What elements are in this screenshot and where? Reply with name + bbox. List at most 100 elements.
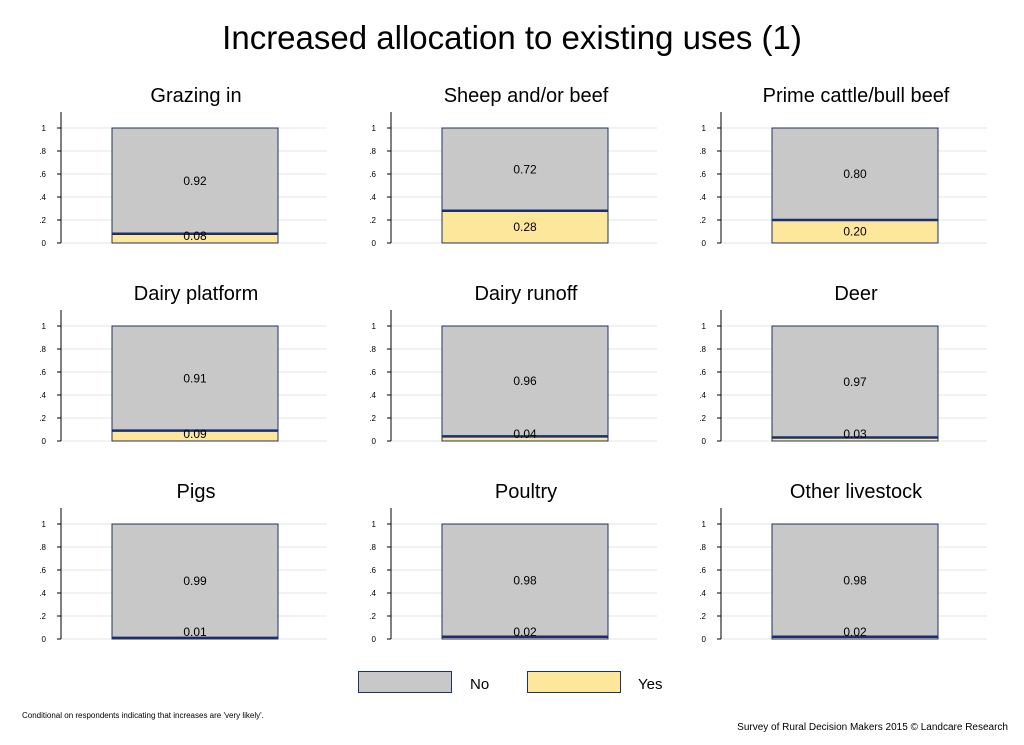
panel-title: Grazing in xyxy=(150,85,241,107)
y-tick-label: .6 xyxy=(699,566,706,575)
y-tick-label: 1 xyxy=(702,520,707,529)
y-tick-label: .8 xyxy=(39,147,46,156)
data-label-no: 0.98 xyxy=(513,573,537,587)
y-tick-label: 1 xyxy=(42,520,47,529)
y-tick-label: 1 xyxy=(702,322,707,331)
data-label-yes: 0.01 xyxy=(183,625,207,639)
y-tick-label: 1 xyxy=(372,124,377,133)
y-tick-label: .8 xyxy=(699,147,706,156)
y-tick-label: .4 xyxy=(39,193,46,202)
data-label-yes: 0.28 xyxy=(513,220,537,234)
y-tick-label: 0 xyxy=(372,437,377,446)
y-tick-label: .6 xyxy=(369,368,376,377)
panel-8: Other livestock 0 .2 .4 .6 .8 1 0.98 0.02 xyxy=(699,481,987,644)
y-tick-label: 0 xyxy=(702,437,707,446)
bar-no xyxy=(111,523,279,639)
data-label-yes: 0.02 xyxy=(513,625,537,639)
bar-no xyxy=(111,325,279,432)
panel-title: Pigs xyxy=(177,481,216,503)
y-tick-label: .2 xyxy=(369,216,376,225)
data-label-yes: 0.02 xyxy=(843,625,867,639)
y-tick-label: .6 xyxy=(699,170,706,179)
y-tick-label: .6 xyxy=(39,566,46,575)
panel-title: Deer xyxy=(834,283,878,305)
y-tick-label: .2 xyxy=(699,414,706,423)
bar-no xyxy=(441,523,609,638)
y-tick-label: 0 xyxy=(42,437,47,446)
y-tick-label: .2 xyxy=(39,216,46,225)
bar-no xyxy=(771,127,939,221)
y-tick-label: .4 xyxy=(39,391,46,400)
y-tick-label: 0 xyxy=(372,635,377,644)
y-tick-label: .2 xyxy=(39,612,46,621)
data-label-yes: 0.20 xyxy=(843,225,867,239)
y-tick-label: .2 xyxy=(369,414,376,423)
y-tick-label: 0 xyxy=(702,239,707,248)
panel-5: Deer 0 .2 .4 .6 .8 1 0.97 0.03 xyxy=(699,283,987,446)
y-tick-label: .2 xyxy=(699,216,706,225)
data-label-yes: 0.04 xyxy=(513,427,537,441)
y-tick-label: 1 xyxy=(42,322,47,331)
y-tick-label: .6 xyxy=(39,170,46,179)
y-tick-label: .8 xyxy=(699,543,706,552)
y-tick-label: .8 xyxy=(39,543,46,552)
panel-title: Dairy runoff xyxy=(474,283,577,305)
data-label-yes: 0.03 xyxy=(843,427,867,441)
data-label-yes: 0.08 xyxy=(183,229,207,243)
panel-6: Pigs 0 .2 .4 .6 .8 1 0.99 0.01 xyxy=(39,481,327,644)
panel-title: Prime cattle/bull beef xyxy=(763,85,950,107)
y-tick-label: .2 xyxy=(369,612,376,621)
y-tick-label: .8 xyxy=(39,345,46,354)
y-tick-label: 1 xyxy=(372,322,377,331)
y-tick-label: .8 xyxy=(699,345,706,354)
y-tick-label: .6 xyxy=(369,566,376,575)
y-tick-label: .4 xyxy=(699,589,706,598)
y-tick-label: .8 xyxy=(369,345,376,354)
data-label-no: 0.98 xyxy=(843,573,867,587)
y-tick-label: .8 xyxy=(369,543,376,552)
panel-4: Dairy runoff 0 .2 .4 .6 .8 1 0.96 0.04 xyxy=(369,283,657,446)
y-tick-label: 1 xyxy=(702,124,707,133)
panel-title: Dairy platform xyxy=(134,283,258,305)
bar-no xyxy=(771,325,939,439)
panel-2: Prime cattle/bull beef 0 .2 .4 .6 .8 1 0.80 0.20 xyxy=(699,85,987,248)
chart-title: Increased allocation to existing uses (1… xyxy=(222,19,802,56)
y-tick-label: .6 xyxy=(39,368,46,377)
y-tick-label: .2 xyxy=(699,612,706,621)
y-tick-label: .8 xyxy=(369,147,376,156)
y-tick-label: 0 xyxy=(702,635,707,644)
y-tick-label: .4 xyxy=(369,391,376,400)
y-tick-label: 1 xyxy=(42,124,47,133)
y-tick-label: 0 xyxy=(42,635,47,644)
panel-1: Sheep and/or beef 0 .2 .4 .6 .8 1 0.72 0.28 xyxy=(369,85,657,248)
data-label-yes: 0.09 xyxy=(183,427,207,441)
bar-yes xyxy=(441,210,609,244)
y-tick-label: .4 xyxy=(369,193,376,202)
panel-title: Other livestock xyxy=(790,481,923,503)
bar-no xyxy=(441,325,609,437)
y-tick-label: .2 xyxy=(39,414,46,423)
y-tick-label: 0 xyxy=(42,239,47,248)
data-label-no: 0.80 xyxy=(843,167,867,181)
data-label-no: 0.99 xyxy=(183,574,207,588)
y-tick-label: .6 xyxy=(699,368,706,377)
footnote-note: Conditional on respondents indicating th… xyxy=(22,711,264,720)
panel-3: Dairy platform 0 .2 .4 .6 .8 1 0.91 0.09 xyxy=(39,283,327,446)
panel-title: Sheep and/or beef xyxy=(444,85,609,107)
data-label-no: 0.92 xyxy=(183,174,207,188)
data-label-no: 0.91 xyxy=(183,371,207,385)
y-tick-label: 1 xyxy=(372,520,377,529)
data-label-no: 0.96 xyxy=(513,374,537,388)
y-tick-label: .6 xyxy=(369,170,376,179)
y-tick-label: .4 xyxy=(699,391,706,400)
data-label-no: 0.97 xyxy=(843,375,867,389)
panel-title: Poultry xyxy=(495,481,557,503)
y-tick-label: .4 xyxy=(699,193,706,202)
panel-7: Poultry 0 .2 .4 .6 .8 1 0.98 0.02 xyxy=(369,481,657,644)
y-tick-label: .4 xyxy=(369,589,376,598)
y-tick-label: 0 xyxy=(372,239,377,248)
footnote-source: Survey of Rural Decision Makers 2015 © L… xyxy=(737,722,1008,733)
bar-no xyxy=(441,127,609,212)
y-tick-label: .4 xyxy=(39,589,46,598)
panel-0: Grazing in 0 .2 .4 .6 .8 1 0.92 0.08 xyxy=(39,85,327,248)
